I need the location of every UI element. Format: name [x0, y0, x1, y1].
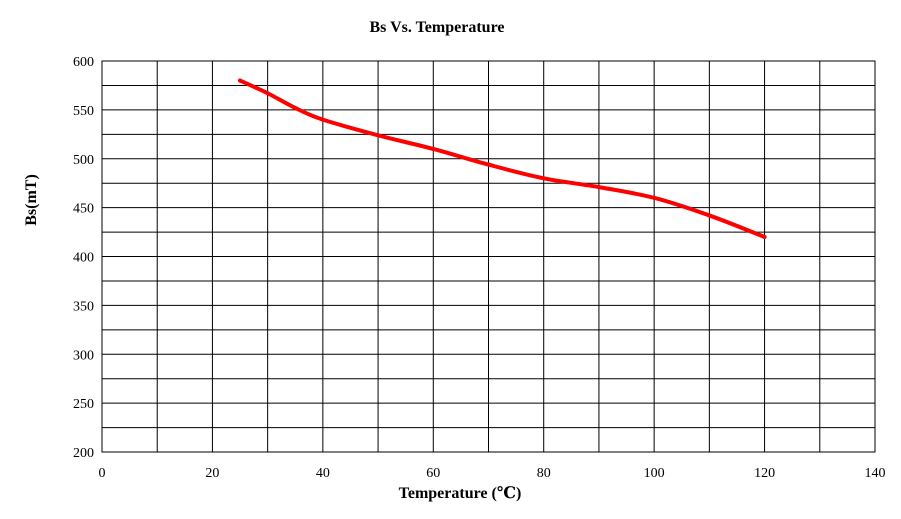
x-tick-label: 0: [99, 466, 106, 481]
y-tick-label: 350: [73, 299, 94, 314]
y-tick-label: 300: [73, 348, 94, 363]
x-tick-label: 20: [205, 466, 219, 481]
x-axis-title: Temperature (℃): [399, 485, 522, 502]
data-point: [376, 133, 381, 138]
series-points: [238, 78, 767, 239]
y-tick-label: 550: [73, 104, 94, 119]
y-axis-title: Bs(mT): [23, 174, 40, 226]
data-point: [431, 146, 436, 151]
grid: [102, 61, 875, 452]
x-tick-label: 80: [537, 466, 551, 481]
data-point: [596, 185, 601, 190]
y-tick-label: 450: [73, 202, 94, 217]
y-tick-label: 400: [73, 251, 94, 266]
y-tick-label: 500: [73, 153, 94, 168]
data-point: [293, 105, 298, 110]
series-line: [238, 78, 767, 239]
plot-area: [101, 60, 876, 453]
y-tick-label: 250: [73, 397, 94, 412]
y-tick-label: 200: [73, 446, 94, 461]
x-tick-label: 40: [316, 466, 330, 481]
y-tick-label: 600: [73, 55, 94, 70]
y-tick-labels: 200 250 300 350 400 450 500 550 600: [73, 55, 94, 461]
data-point: [238, 78, 243, 83]
x-tick-label: 120: [754, 466, 775, 481]
chart-title: Bs Vs. Temperature: [370, 19, 505, 36]
x-tick-label: 60: [426, 466, 440, 481]
data-point: [762, 234, 767, 239]
data-point: [707, 213, 712, 218]
data-point: [541, 176, 546, 181]
data-point: [486, 162, 491, 167]
x-tick-label: 100: [644, 466, 665, 481]
x-tick-label: 140: [865, 466, 886, 481]
data-point: [320, 117, 325, 122]
data-point: [265, 91, 270, 96]
data-point: [652, 195, 657, 200]
x-tick-labels: 0 20 40 60 80 100 120 140: [99, 466, 886, 481]
